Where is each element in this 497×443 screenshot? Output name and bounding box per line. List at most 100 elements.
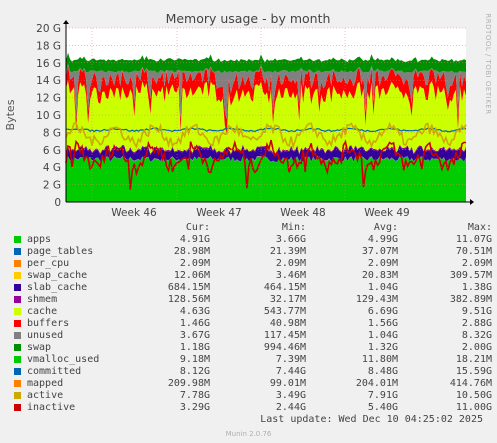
legend-max: 10.50G bbox=[455, 390, 492, 401]
area-unused bbox=[66, 63, 466, 120]
legend-avg: 1.04G bbox=[367, 282, 398, 293]
legend-cur: 4.91G bbox=[179, 234, 210, 245]
legend-name: swap bbox=[27, 342, 52, 353]
legend-avg: 11.80M bbox=[361, 354, 398, 365]
legend-avg: 7.91G bbox=[367, 390, 398, 401]
line-inactive bbox=[65, 139, 466, 190]
legend-name: shmem bbox=[27, 294, 58, 305]
y-axis-label: Bytes bbox=[4, 99, 17, 130]
legend-avg: 6.69G bbox=[367, 306, 398, 317]
legend-row-buffers: buffers 1.46G 40.98M 1.56G 2.88G bbox=[12, 318, 492, 330]
legend-swatch bbox=[14, 272, 21, 279]
legend-swatch bbox=[14, 392, 21, 399]
legend-row-active: active 7.78G 3.49G 7.91G 10.50G bbox=[12, 390, 492, 402]
legend-cur: 2.09M bbox=[179, 258, 210, 269]
legend-swatch bbox=[14, 260, 21, 267]
legend-cur: 3.29G bbox=[179, 402, 210, 413]
line-series bbox=[65, 121, 467, 190]
legend: Cur: Min: Avg: Max: apps 4.91G 3.66G 4.99G 1… bbox=[12, 222, 492, 414]
chart-title: Memory usage - by month bbox=[166, 11, 331, 26]
legend-avg: 1.56G bbox=[367, 318, 398, 329]
legend-row-page-tables: page_tables 28.98M 21.39M 37.07M 70.51M bbox=[12, 246, 492, 258]
legend-cur: 684.15M bbox=[167, 282, 210, 293]
legend-max: 11.07G bbox=[455, 234, 492, 245]
legend-row-swap-cache: swap_cache 12.06M 3.46M 20.83M 309.57M bbox=[12, 270, 492, 282]
legend-avg: 37.07M bbox=[361, 246, 398, 257]
legend-min: 3.46M bbox=[275, 270, 306, 281]
x-tick-label: Week 48 bbox=[280, 207, 325, 219]
legend-max: 2.88G bbox=[461, 318, 492, 329]
x-ticks: Week 46 Week 47 Week 48 Week 49 bbox=[111, 207, 409, 219]
legend-header-avg: Avg: bbox=[373, 222, 398, 233]
legend-row-unused: unused 3.67G 117.45M 1.04G 8.32G bbox=[12, 330, 492, 342]
legend-name: unused bbox=[27, 330, 64, 341]
munin-version: Munin 2.0.76 bbox=[225, 430, 272, 438]
legend-header-max: Max: bbox=[467, 222, 492, 233]
legend-max: 1.38G bbox=[461, 282, 492, 293]
legend-swatch bbox=[14, 332, 21, 339]
legend-max: 8.32G bbox=[461, 330, 492, 341]
legend-min: 3.49G bbox=[275, 390, 306, 401]
legend-min: 3.66G bbox=[275, 234, 306, 245]
legend-row-vmalloc-used: vmalloc_used 9.18M 7.39M 11.80M 18.21M bbox=[12, 354, 492, 366]
legend-swatch bbox=[14, 368, 21, 375]
y-tick-label: 14 G bbox=[36, 75, 61, 87]
chart-area: Memory usage - by month Bytes RRDTOOL / … bbox=[4, 11, 492, 219]
legend-max: 70.51M bbox=[455, 246, 492, 257]
legend-swatch bbox=[14, 236, 21, 243]
legend-row-slab-cache: slab_cache 684.15M 464.15M 1.04G 1.38G bbox=[12, 282, 492, 294]
legend-max: 15.59G bbox=[455, 366, 492, 377]
y-tick-label: 2 G bbox=[43, 180, 61, 192]
legend-swatch bbox=[14, 356, 21, 363]
legend-name: page_tables bbox=[27, 246, 94, 257]
legend-cur: 12.06M bbox=[173, 270, 210, 281]
legend-row-mapped: mapped 209.98M 99.01M 204.01M 414.76M bbox=[12, 378, 492, 390]
legend-name: active bbox=[27, 390, 64, 401]
legend-avg: 1.32G bbox=[367, 342, 398, 353]
x-axis-arrow-icon bbox=[470, 199, 474, 205]
x-tick-label: Week 49 bbox=[364, 207, 409, 219]
legend-swatch bbox=[14, 320, 21, 327]
legend-max: 18.21M bbox=[455, 354, 492, 365]
legend-cur: 8.12G bbox=[179, 366, 210, 377]
y-axis-arrow-icon bbox=[63, 20, 69, 24]
rrdtool-credit: RRDTOOL / TOBI OETIKER bbox=[484, 13, 492, 114]
legend-header-min: Min: bbox=[281, 222, 306, 233]
y-tick-label: 4 G bbox=[43, 162, 61, 174]
legend-header: Cur: Min: Avg: Max: bbox=[12, 222, 492, 234]
legend-min: 2.44G bbox=[275, 402, 306, 413]
legend-max: 2.09M bbox=[461, 258, 492, 269]
legend-max: 309.57M bbox=[449, 270, 492, 281]
legend-row-swap: swap 1.18G 994.46M 1.32G 2.00G bbox=[12, 342, 492, 354]
line-active bbox=[65, 121, 467, 150]
legend-min: 99.01M bbox=[269, 378, 306, 389]
legend-max: 414.76M bbox=[449, 378, 492, 389]
legend-avg: 20.83M bbox=[361, 270, 398, 281]
legend-cur: 28.98M bbox=[173, 246, 210, 257]
legend-name: vmalloc_used bbox=[27, 354, 100, 365]
legend-row-apps: apps 4.91G 3.66G 4.99G 11.07G bbox=[12, 234, 492, 246]
legend-min: 543.77M bbox=[263, 306, 306, 317]
legend-min: 40.98M bbox=[269, 318, 306, 329]
legend-swatch bbox=[14, 284, 21, 291]
y-tick-label: 6 G bbox=[43, 145, 61, 157]
legend-cur: 1.46G bbox=[179, 318, 210, 329]
legend-min: 464.15M bbox=[263, 282, 306, 293]
legend-max: 382.89M bbox=[449, 294, 492, 305]
legend-swatch bbox=[14, 248, 21, 255]
grid bbox=[66, 27, 466, 202]
legend-name: mapped bbox=[27, 378, 64, 389]
legend-row-committed: committed 8.12G 7.44G 8.48G 15.59G bbox=[12, 366, 492, 378]
area-cache bbox=[66, 80, 466, 154]
last-update: Last update: Wed Dec 10 04:25:02 2025 bbox=[260, 414, 483, 425]
legend-min: 994.46M bbox=[263, 342, 306, 353]
legend-min: 7.44G bbox=[275, 366, 306, 377]
legend-avg: 8.48G bbox=[367, 366, 398, 377]
y-tick-label: 18 G bbox=[36, 40, 61, 52]
x-tick-label: Week 47 bbox=[196, 207, 241, 219]
legend-row-shmem: shmem 128.56M 32.17M 129.43M 382.89M bbox=[12, 294, 492, 306]
y-ticks: 0 2 G 4 G 6 G 8 G 10 G 12 G 14 G 16 G 18 G 20 G bbox=[36, 23, 61, 209]
legend-name: slab_cache bbox=[27, 282, 88, 293]
legend-name: cache bbox=[27, 306, 58, 317]
y-tick-label: 8 G bbox=[43, 127, 61, 139]
